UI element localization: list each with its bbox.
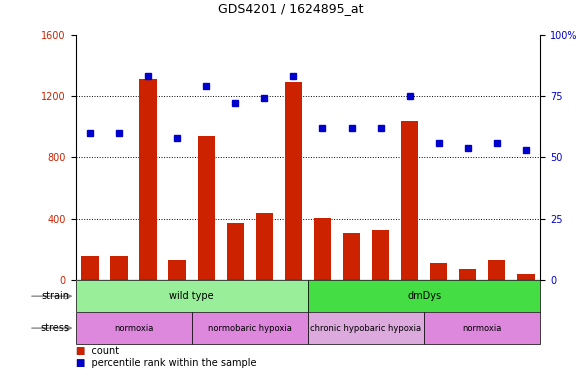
Bar (76, 312, 192, 344)
Bar (430, 263, 447, 280)
Bar (308, 280, 540, 312)
Bar (424, 312, 540, 344)
Text: GDS4201 / 1624895_at: GDS4201 / 1624895_at (218, 2, 363, 15)
Text: normobaric hypoxia: normobaric hypoxia (208, 324, 292, 333)
Text: dmDys: dmDys (407, 291, 441, 301)
Text: stress: stress (41, 323, 70, 333)
Text: ■  percentile rank within the sample: ■ percentile rank within the sample (76, 358, 256, 368)
Bar (139, 79, 157, 280)
Text: normoxia: normoxia (114, 324, 153, 333)
Bar (256, 213, 273, 280)
Text: normoxia: normoxia (462, 324, 502, 333)
Text: strain: strain (42, 291, 70, 301)
Bar (314, 218, 331, 280)
Bar (110, 256, 128, 280)
Bar (488, 260, 505, 280)
Text: ■  count: ■ count (76, 346, 119, 356)
Text: ■: ■ (76, 346, 85, 356)
Text: wild type: wild type (170, 291, 214, 301)
Bar (198, 136, 215, 280)
Bar (459, 270, 476, 280)
Bar (372, 230, 389, 280)
Bar (285, 82, 302, 280)
Bar (81, 256, 99, 280)
Text: chronic hypobaric hypoxia: chronic hypobaric hypoxia (310, 324, 422, 333)
Bar (401, 121, 418, 280)
Text: ■: ■ (76, 358, 85, 368)
Bar (168, 260, 186, 280)
Bar (517, 274, 535, 280)
Bar (308, 312, 424, 344)
Bar (227, 223, 244, 280)
Bar (343, 233, 360, 280)
Bar (76, 280, 308, 312)
Bar (192, 312, 308, 344)
